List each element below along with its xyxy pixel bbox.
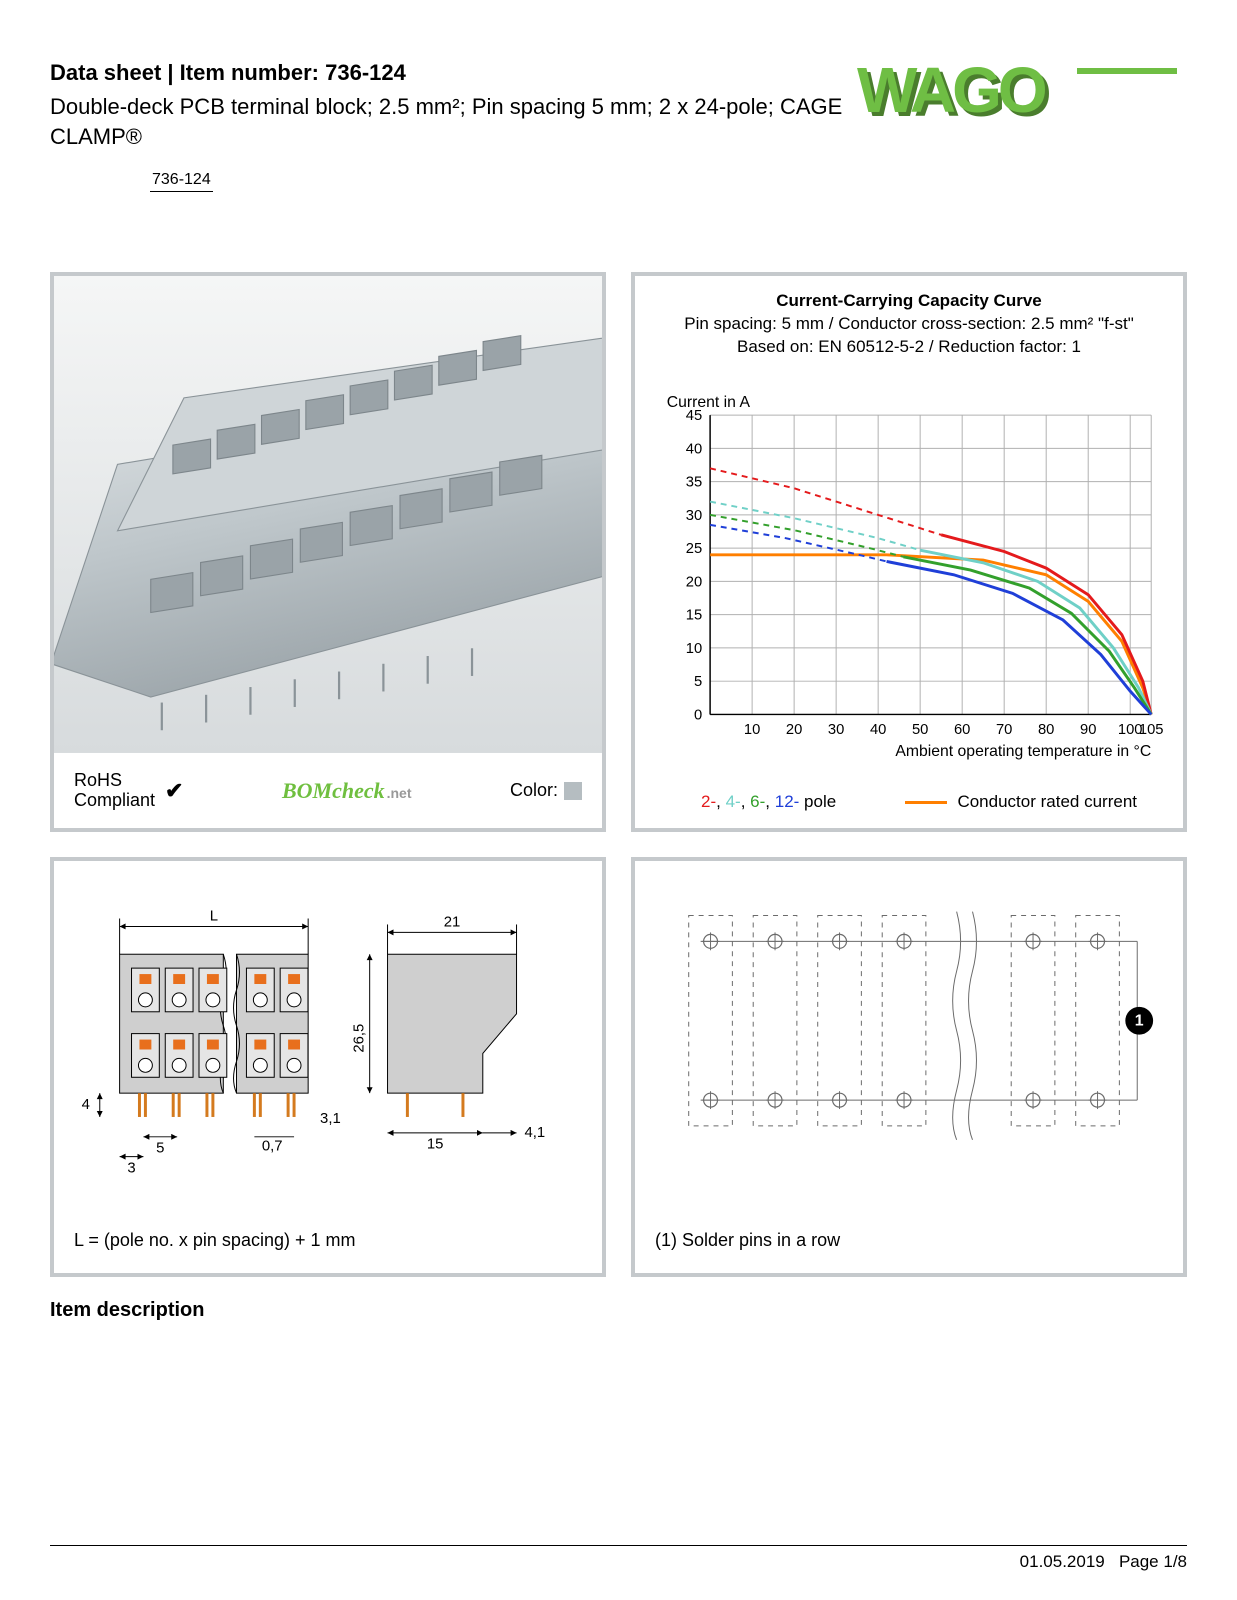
svg-text:26,5: 26,5 bbox=[352, 1024, 368, 1053]
chart-area: Current in A 0 5 10 15 20 25 30 35 40 45 10 20 30 40 50… bbox=[653, 367, 1165, 786]
legend-6pole: 6- bbox=[750, 792, 765, 811]
page-subtitle: Double-deck PCB terminal block; 2.5 mm²;… bbox=[50, 92, 857, 151]
chart-legend: 2-, 4-, 6-, 12- pole Conductor rated cur… bbox=[653, 786, 1165, 814]
capacity-chart-svg: Current in A 0 5 10 15 20 25 30 35 40 45 10 20 30 40 50… bbox=[653, 367, 1165, 786]
svg-text:15: 15 bbox=[686, 608, 702, 624]
svg-text:25: 25 bbox=[686, 541, 702, 557]
conductor-legend: Conductor rated current bbox=[905, 792, 1137, 812]
bomcheck-logo: BOMcheck.net bbox=[282, 778, 412, 804]
svg-text:15: 15 bbox=[427, 1137, 444, 1153]
svg-text:10: 10 bbox=[686, 641, 702, 657]
svg-text:L: L bbox=[210, 909, 218, 925]
rohs-badge: RoHS Compliant ✔ bbox=[74, 771, 183, 811]
svg-text:Ambient operating temperature: Ambient operating temperature in °C bbox=[895, 743, 1151, 760]
svg-text:105: 105 bbox=[1139, 722, 1164, 738]
header: Data sheet | Item number: 736-124 Double… bbox=[50, 60, 1187, 192]
svg-text:50: 50 bbox=[912, 722, 928, 738]
svg-text:70: 70 bbox=[996, 722, 1012, 738]
bomcheck-suffix: .net bbox=[387, 785, 412, 801]
dimension-drawing: L 4 5 3 3,1 0,7 21 26,5 15 4,1 bbox=[70, 877, 586, 1220]
panels-grid: RoHS Compliant ✔ BOMcheck.net Color: Cur… bbox=[50, 272, 1187, 1277]
svg-text:30: 30 bbox=[828, 722, 844, 738]
svg-text:0: 0 bbox=[694, 708, 702, 724]
svg-text:3: 3 bbox=[127, 1161, 135, 1177]
legend-12pole: 12- bbox=[775, 792, 800, 811]
svg-text:5: 5 bbox=[156, 1141, 164, 1157]
chart-title: Current-Carrying Capacity Curve bbox=[653, 290, 1165, 313]
footer-date: 01.05.2019 bbox=[1020, 1552, 1105, 1571]
wago-logo: WAGO WAGO bbox=[857, 60, 1187, 130]
product-photo bbox=[54, 276, 602, 752]
schematic-drawing: 1 bbox=[651, 877, 1167, 1224]
svg-text:21: 21 bbox=[444, 915, 461, 931]
legend-4pole: 4- bbox=[726, 792, 741, 811]
svg-text:60: 60 bbox=[954, 722, 970, 738]
page-footer: 01.05.2019 Page 1/8 bbox=[50, 1545, 1187, 1572]
page-title: Data sheet | Item number: 736-124 bbox=[50, 60, 857, 86]
svg-text:4,1: 4,1 bbox=[524, 1125, 545, 1141]
svg-text:3,1: 3,1 bbox=[320, 1111, 341, 1127]
section-item-description: Item description bbox=[50, 1299, 1187, 1322]
bomcheck-text: BOMcheck bbox=[282, 778, 385, 803]
legend-2pole: 2- bbox=[701, 792, 716, 811]
rohs-line1: RoHS bbox=[74, 770, 122, 790]
svg-text:0,7: 0,7 bbox=[262, 1139, 283, 1155]
svg-text:20: 20 bbox=[686, 575, 702, 591]
product-photo-panel: RoHS Compliant ✔ BOMcheck.net Color: bbox=[50, 272, 606, 832]
title-prefix: Data sheet | Item number: bbox=[50, 60, 325, 85]
svg-text:35: 35 bbox=[686, 475, 702, 491]
color-indicator: Color: bbox=[510, 780, 582, 801]
svg-text:Current in A: Current in A bbox=[667, 394, 751, 411]
dimension-note: L = (pole no. x pin spacing) + 1 mm bbox=[70, 1220, 586, 1257]
schematic-note: (1) Solder pins in a row bbox=[651, 1224, 1167, 1257]
color-swatch bbox=[564, 782, 582, 800]
check-icon: ✔ bbox=[165, 778, 183, 804]
conductor-legend-label: Conductor rated current bbox=[957, 792, 1137, 812]
svg-text:WAGO: WAGO bbox=[857, 60, 1046, 126]
svg-text:45: 45 bbox=[686, 408, 702, 424]
legend-pole-suffix: pole bbox=[799, 792, 836, 811]
svg-text:40: 40 bbox=[870, 722, 886, 738]
capacity-chart-panel: Current-Carrying Capacity Curve Pin spac… bbox=[631, 272, 1187, 832]
chart-subtitle-2: Based on: EN 60512-5-2 / Reduction facto… bbox=[653, 336, 1165, 359]
title-item-number: 736-124 bbox=[325, 60, 406, 85]
svg-text:80: 80 bbox=[1038, 722, 1054, 738]
rohs-line2: Compliant bbox=[74, 790, 155, 810]
dimension-panel: L 4 5 3 3,1 0,7 21 26,5 15 4,1 L = (pole no. x pi… bbox=[50, 857, 606, 1277]
header-text: Data sheet | Item number: 736-124 Double… bbox=[50, 60, 857, 192]
schematic-panel: 1 (1) Solder pins in a row bbox=[631, 857, 1187, 1277]
chart-titles: Current-Carrying Capacity Curve Pin spac… bbox=[653, 290, 1165, 359]
chart-subtitle-1: Pin spacing: 5 mm / Conductor cross-sect… bbox=[653, 313, 1165, 336]
color-label-text: Color: bbox=[510, 780, 558, 801]
pole-legend: 2-, 4-, 6-, 12- pole bbox=[701, 792, 836, 812]
svg-text:4: 4 bbox=[82, 1097, 90, 1113]
svg-text:30: 30 bbox=[686, 508, 702, 524]
svg-text:10: 10 bbox=[744, 722, 760, 738]
conductor-line-icon bbox=[905, 801, 947, 804]
item-number-chip: 736-124 bbox=[150, 169, 213, 192]
svg-text:5: 5 bbox=[694, 674, 702, 690]
svg-text:1: 1 bbox=[1135, 1013, 1144, 1030]
photo-footer: RoHS Compliant ✔ BOMcheck.net Color: bbox=[54, 753, 602, 829]
svg-text:40: 40 bbox=[686, 441, 702, 457]
svg-text:20: 20 bbox=[786, 722, 802, 738]
footer-page: Page 1/8 bbox=[1119, 1552, 1187, 1571]
svg-text:90: 90 bbox=[1080, 722, 1096, 738]
